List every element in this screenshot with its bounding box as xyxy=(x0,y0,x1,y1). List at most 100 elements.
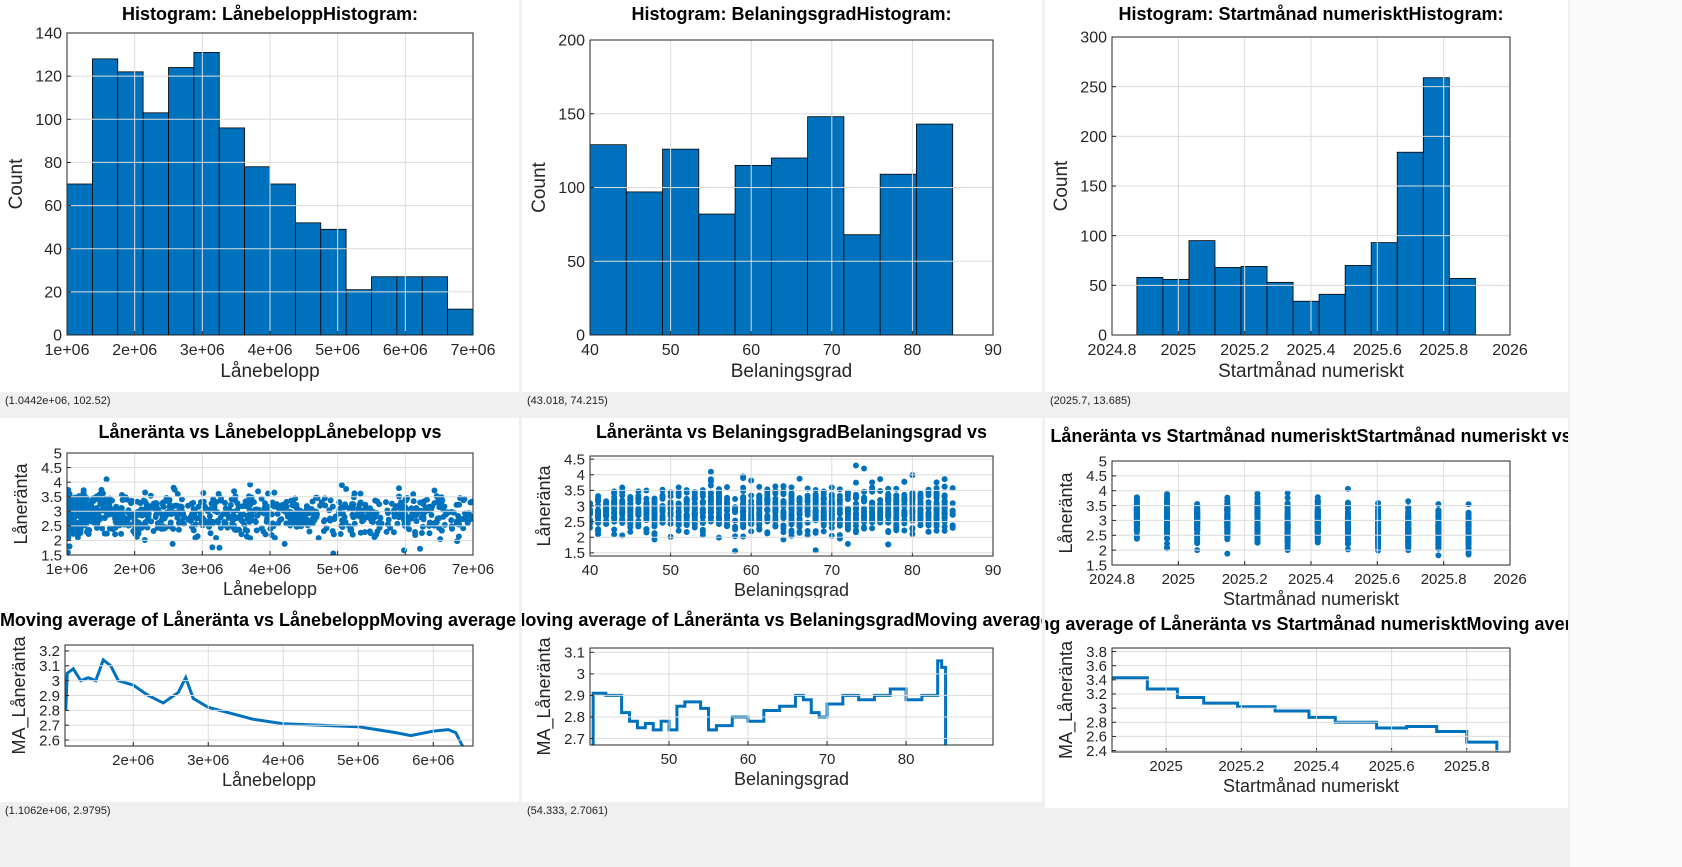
y-tick-label: 3 xyxy=(1099,513,1107,530)
y-tick-label: 5 xyxy=(54,445,62,462)
x-axis-label: Startmånad numeriskt xyxy=(1218,361,1405,382)
x-tick-label: 1e+06 xyxy=(45,342,90,359)
scatter-point xyxy=(456,521,463,528)
scatter-point xyxy=(740,517,747,524)
scatter-point xyxy=(67,490,73,497)
scatter-point xyxy=(740,533,747,540)
scatter-point xyxy=(231,488,238,495)
scatter-point xyxy=(1254,494,1261,501)
y-tick-label: 4 xyxy=(54,474,62,491)
histogram-bar xyxy=(117,71,144,335)
scatter-point xyxy=(836,515,843,522)
scatter-point xyxy=(724,511,731,518)
axes-frame xyxy=(1111,36,1511,336)
scatter-point xyxy=(893,494,900,501)
scatter-point xyxy=(949,500,956,507)
plot-data xyxy=(1112,676,1499,752)
scatter-point xyxy=(1164,518,1171,525)
scatter-point xyxy=(925,528,932,535)
x-axis-label: Belaningsgrad xyxy=(731,361,852,382)
scatter-point xyxy=(707,494,714,501)
scatter-point xyxy=(651,536,658,543)
histogram-bar xyxy=(1292,300,1320,335)
scatter-point xyxy=(675,503,682,510)
scatter-point xyxy=(740,475,747,482)
axes-frame xyxy=(589,455,994,557)
scatter-point xyxy=(772,507,779,514)
scatter-point xyxy=(885,491,892,498)
histogram-bar xyxy=(1318,293,1346,335)
scatter-point xyxy=(683,529,690,536)
histogram-bar xyxy=(843,234,881,335)
scatter-point xyxy=(1164,527,1171,534)
y-axis-label: MA_Låneränta xyxy=(9,635,30,754)
scatter-point xyxy=(1284,489,1291,496)
scatter-point xyxy=(1133,494,1140,501)
scatter-point xyxy=(651,530,658,537)
y-tick-label: 2.8 xyxy=(39,703,60,720)
scatter-point xyxy=(274,510,281,517)
scatter-point xyxy=(160,503,167,510)
y-tick-label: 60 xyxy=(44,198,62,215)
scatter-point xyxy=(1405,538,1412,545)
scatter-point xyxy=(448,517,455,524)
scatter-point xyxy=(683,507,690,514)
plot-data xyxy=(590,116,954,335)
scatter-point xyxy=(408,505,415,512)
scatter-point xyxy=(869,484,876,491)
scatter-point xyxy=(861,524,868,531)
scatter-point xyxy=(228,496,235,503)
scatter-point xyxy=(675,489,682,496)
scatter-point xyxy=(1344,505,1351,512)
scatter-point xyxy=(357,529,364,536)
scatter-point xyxy=(732,523,739,530)
scatter-point xyxy=(195,503,202,510)
x-tick-label: 2e+06 xyxy=(112,342,157,359)
scatter-point xyxy=(160,499,167,506)
scatter-point xyxy=(861,494,868,501)
y-tick-label: 2.8 xyxy=(564,709,585,726)
y-tick-label: 150 xyxy=(1080,179,1107,196)
scatter-point xyxy=(293,521,300,528)
scatter-point xyxy=(168,511,175,518)
scatter-point xyxy=(1284,522,1291,529)
scatter-point xyxy=(836,535,843,542)
scatter-point xyxy=(796,509,803,516)
scatter-point xyxy=(308,506,315,513)
scatter-point xyxy=(438,527,445,534)
axes-frame xyxy=(66,32,474,336)
scatter-point xyxy=(412,512,419,519)
scatter-point xyxy=(699,493,706,500)
x-tick-label: 2025 xyxy=(1161,342,1197,359)
scatter-point xyxy=(595,502,602,509)
y-tick-label: 3.2 xyxy=(1086,686,1107,703)
scatter-point xyxy=(369,509,376,516)
scatter-point xyxy=(1465,512,1472,519)
y-tick-label: 0 xyxy=(576,328,585,345)
scatter-point xyxy=(756,525,763,532)
scatter-point xyxy=(933,514,940,521)
scatter-point xyxy=(141,498,148,505)
scatter-point xyxy=(85,527,92,534)
y-tick-label: 300 xyxy=(1080,30,1107,47)
scatter-point xyxy=(1194,513,1201,520)
chart-title: Låneränta vs LånebeloppLånebelopp vs xyxy=(98,422,441,442)
histogram-bar xyxy=(1396,151,1424,335)
scatter-point xyxy=(627,528,634,535)
scatter-point xyxy=(691,500,698,507)
scatter-point xyxy=(780,536,787,543)
x-axis-label: Belaningsgrad xyxy=(734,580,849,600)
y-tick-label: 2.7 xyxy=(39,717,60,734)
scatter-point xyxy=(595,509,602,516)
y-axis-label: Låneränta xyxy=(11,462,31,544)
scatter-point xyxy=(869,513,876,520)
scatter-point xyxy=(460,525,467,532)
scatter-point xyxy=(1224,550,1231,557)
scatter-point xyxy=(869,505,876,512)
x-tick-label: 2025.2 xyxy=(1222,571,1268,588)
scatter-point xyxy=(87,506,94,513)
scatter-point xyxy=(949,522,956,529)
chart-h3: 2024.8 2025 2025.2 2025.4 2025.6 2025.8 2026 0 5… xyxy=(1051,4,1528,382)
scatter-point xyxy=(691,490,698,497)
